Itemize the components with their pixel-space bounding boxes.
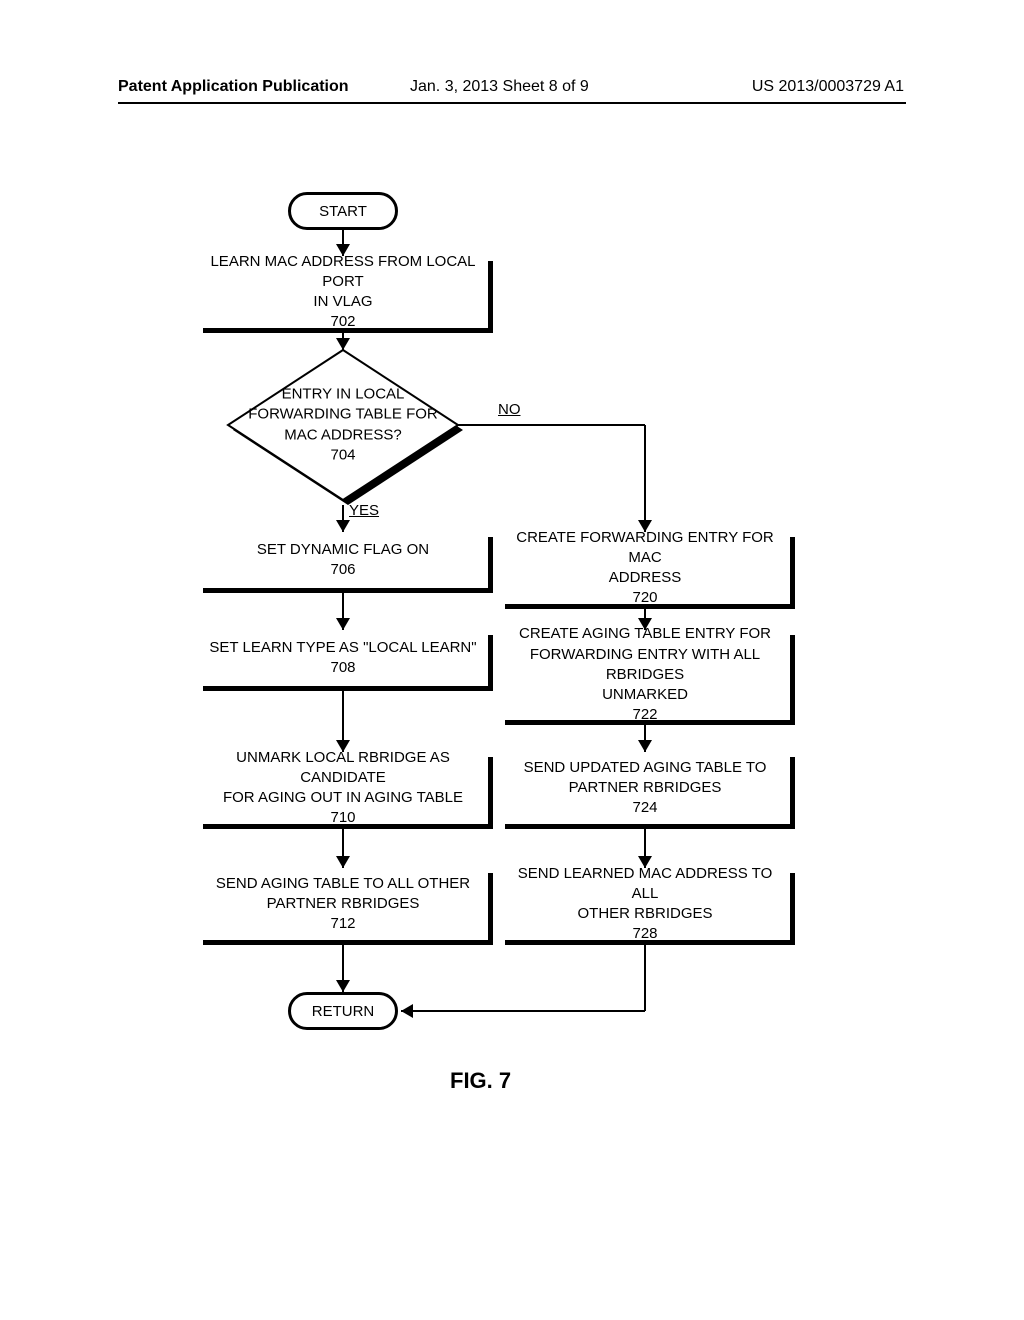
p706: SET DYNAMIC FLAG ON706: [198, 532, 488, 588]
arrow-704-720-head: [638, 520, 652, 532]
p708: SET LEARN TYPE AS "LOCAL LEARN"708: [198, 630, 488, 686]
arrow-start-702-head: [336, 244, 350, 256]
arrow-720-722-head: [638, 618, 652, 630]
p728: SEND LEARNED MAC ADDRESS TO ALLOTHER RBR…: [500, 868, 790, 940]
return-terminator: RETURN: [288, 992, 398, 1030]
arrow-704-706-head: [336, 520, 350, 532]
arrow-704-720: [644, 425, 646, 532]
flowchart: START RETURN LEARN MAC ADDRESS FROM LOCAL …: [0, 0, 1024, 1320]
p710: UNMARK LOCAL RBRIDGE AS CANDIDATEFOR AGI…: [198, 752, 488, 824]
p720: CREATE FORWARDING ENTRY FOR MACADDRESS72…: [500, 532, 790, 604]
arrow-712-return-head: [336, 980, 350, 992]
decision-704: ENTRY IN LOCALFORWARDING TABLE FORMAC AD…: [228, 350, 458, 500]
p724: SEND UPDATED AGING TABLE TOPARTNER RBRID…: [500, 752, 790, 824]
arrow-708-710-head: [336, 740, 350, 752]
arrow-722-724-head: [638, 740, 652, 752]
arrow-702-704-head: [336, 338, 350, 350]
label-yes: YES: [349, 502, 379, 519]
p722: CREATE AGING TABLE ENTRY FORFORWARDING E…: [500, 630, 790, 720]
start-terminator: START: [288, 192, 398, 230]
figure-label: FIG. 7: [450, 1068, 511, 1094]
label-no: NO: [498, 401, 521, 418]
arrow-704-no-h: [458, 424, 645, 426]
arrow-728-return-h: [401, 1010, 645, 1012]
arrow-706-708-head: [336, 618, 350, 630]
p702: LEARN MAC ADDRESS FROM LOCAL PORTIN VLAG…: [198, 256, 488, 328]
arrow-710-712-head: [336, 856, 350, 868]
arrow-724-728-head: [638, 856, 652, 868]
p712: SEND AGING TABLE TO ALL OTHERPARTNER RBR…: [198, 868, 488, 940]
arrow-728-return-head: [401, 1004, 413, 1018]
arrow-728-down: [644, 945, 646, 1011]
